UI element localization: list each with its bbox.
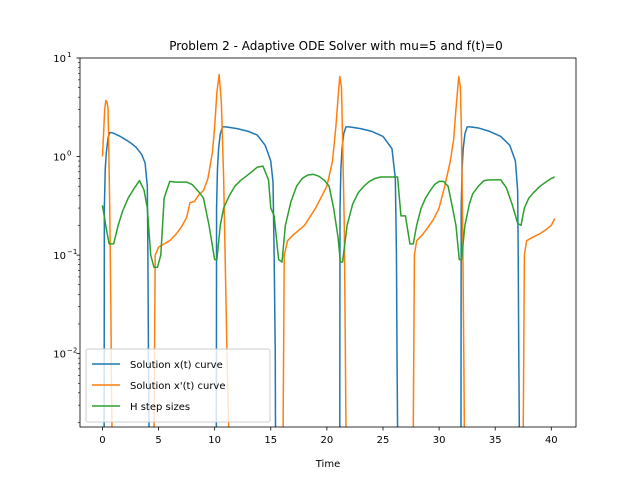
x-axis-label: Time bbox=[315, 459, 340, 470]
series-1-line-segment-3 bbox=[412, 75, 466, 427]
series-1-line-segment-2 bbox=[282, 75, 347, 427]
series-1-line-segment-4 bbox=[522, 218, 556, 427]
legend-label-h: H step sizes bbox=[130, 402, 190, 413]
legend-box bbox=[85, 348, 271, 423]
legend-label-x: Solution x(t) curve bbox=[130, 360, 223, 371]
legend-label-xp: Solution x'(t) curve bbox=[130, 381, 226, 392]
x-tick-label: 15 bbox=[264, 435, 277, 446]
y-tick-exponent: −1 bbox=[67, 248, 77, 256]
x-tick-label: 30 bbox=[433, 435, 446, 446]
series-0-line-segment-2 bbox=[339, 126, 399, 427]
x-tick-label: 35 bbox=[489, 435, 502, 446]
series-layer bbox=[101, 73, 556, 427]
x-tick-label: 40 bbox=[545, 435, 558, 446]
legend: Solution x(t) curve Solution x'(t) curve… bbox=[85, 348, 271, 423]
x-tick-label: 0 bbox=[99, 435, 105, 446]
y-tick-exponent: 0 bbox=[67, 150, 71, 158]
x-tick-label: 25 bbox=[377, 435, 390, 446]
y-tick-label: 10 bbox=[53, 350, 66, 361]
y-tick-exponent: 1 bbox=[67, 51, 71, 59]
series-1-line-segment-1 bbox=[153, 73, 230, 427]
x-tick-label: 5 bbox=[155, 435, 161, 446]
y-tick-exponent: −2 bbox=[67, 347, 77, 355]
y-tick-label: 10 bbox=[53, 54, 66, 65]
series-2-line-segment-0 bbox=[101, 165, 555, 269]
chart-title: Problem 2 - Adaptive ODE Solver with mu=… bbox=[169, 39, 502, 53]
x-tick-label: 20 bbox=[321, 435, 334, 446]
plot-frame bbox=[79, 57, 577, 428]
series-0-line-segment-1 bbox=[215, 126, 277, 427]
series-0-line-segment-0 bbox=[103, 131, 150, 427]
y-tick-label: 10 bbox=[53, 251, 66, 262]
y-tick-label: 10 bbox=[53, 153, 66, 164]
x-tick-label: 10 bbox=[208, 435, 221, 446]
x-axis: 0 5 10 15 20 25 30 35 40 bbox=[99, 427, 558, 446]
series-1-line-segment-0 bbox=[101, 99, 113, 427]
